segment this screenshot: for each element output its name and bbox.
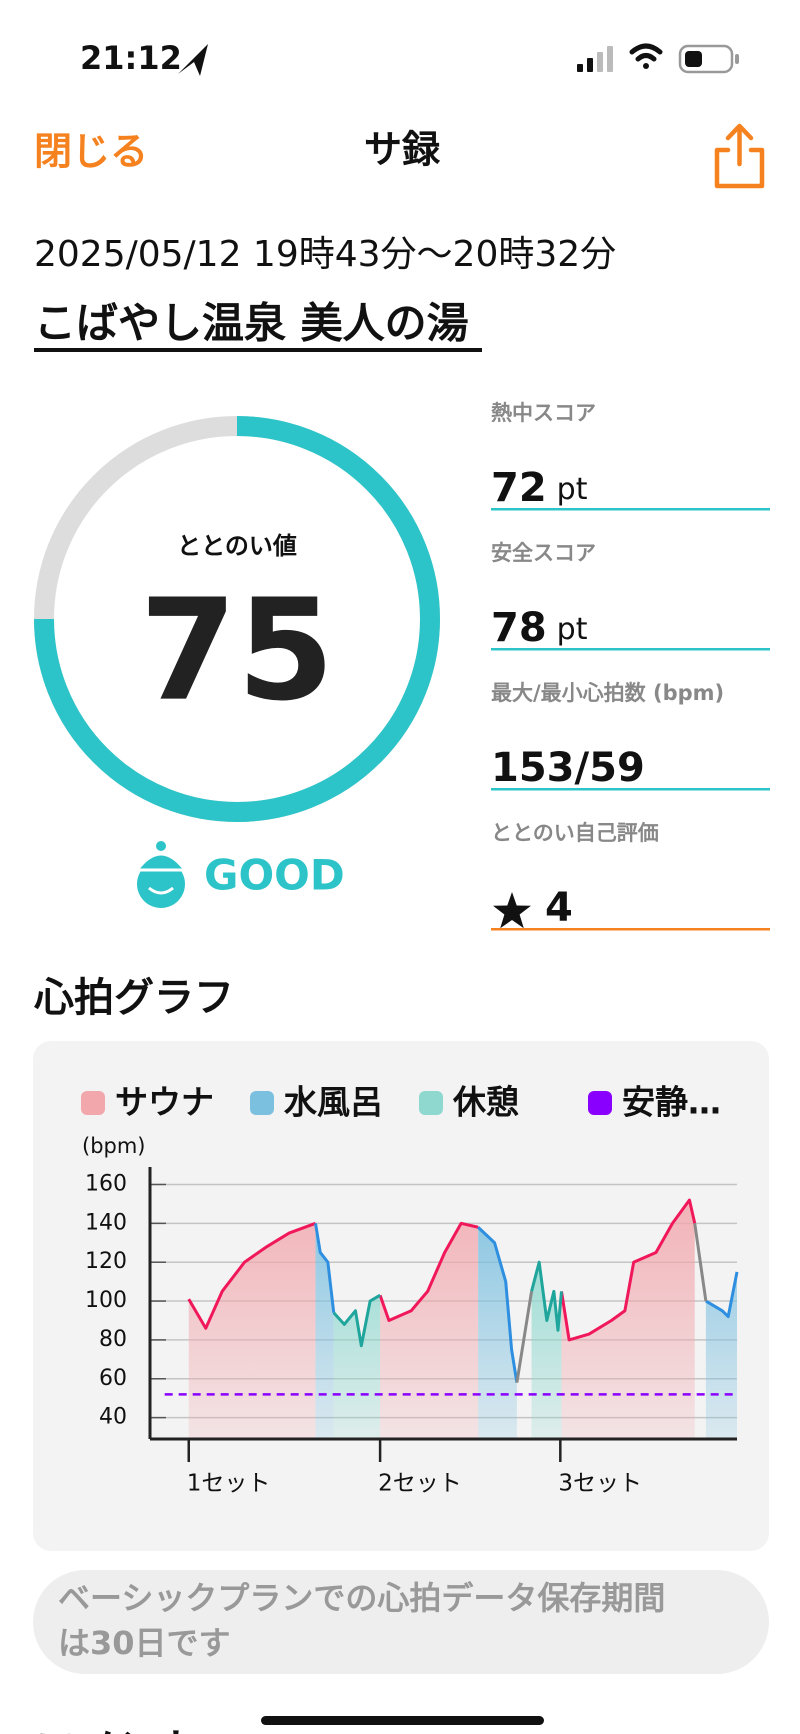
session-place: こばやし温泉 美人の湯 — [34, 299, 469, 348]
notice-box — [33, 1570, 769, 1674]
wifi-icon — [629, 43, 663, 69]
notice-line: ベーシックプランでの心拍データ保存期間 — [58, 1579, 665, 1617]
home-indicator — [261, 1716, 544, 1725]
ring-progress — [34, 416, 440, 822]
legend-label: サウナ — [115, 1083, 214, 1122]
star-icon — [493, 892, 531, 929]
score-rating: GOOD — [204, 851, 345, 900]
legend-swatch — [419, 1091, 443, 1115]
y-tick-label: 120 — [85, 1249, 127, 1274]
legend-swatch — [250, 1091, 274, 1115]
x-tick-label: 2セット — [378, 1471, 462, 1497]
y-tick-label: 160 — [85, 1171, 127, 1196]
stat-value: 78 pt — [491, 605, 588, 651]
stat-underline — [491, 788, 770, 791]
stat-underline — [491, 648, 770, 651]
x-tick-label: 3セット — [558, 1471, 642, 1497]
legend-label: 水風呂 — [283, 1083, 383, 1122]
battery-icon — [678, 44, 739, 74]
share-button[interactable] — [714, 123, 765, 189]
series-area — [333, 1262, 562, 1439]
stat-label: 安全スコア — [491, 541, 596, 565]
location-icon — [178, 44, 208, 76]
score-label: ととのい値 — [177, 532, 297, 560]
stat-underline — [491, 508, 770, 511]
series-line — [332, 1260, 563, 1348]
close-button[interactable]: 閉じる — [34, 130, 148, 174]
series-line — [515, 1223, 708, 1383]
signal-icon — [577, 46, 613, 72]
stat-label: 最大/最小心拍数 (bpm) — [491, 681, 724, 705]
y-tick-label: 100 — [85, 1288, 127, 1313]
status-time: 21:12 — [80, 39, 182, 77]
nav-title: サ録 — [364, 128, 441, 172]
x-tick-label: 1セット — [187, 1471, 271, 1497]
stat-value: 153/59 — [491, 745, 645, 791]
legend-swatch — [81, 1091, 105, 1115]
legend-swatch — [588, 1091, 612, 1115]
stat-label: 熱中スコア — [491, 401, 596, 425]
next-section-title: コメント — [34, 1725, 202, 1734]
score-value: 75 — [140, 570, 335, 733]
y-tick-label: 60 — [99, 1366, 127, 1391]
legend-label: 休憩 — [452, 1083, 519, 1122]
y-axis-label: (bpm) — [82, 1134, 146, 1158]
y-tick-label: 140 — [85, 1210, 127, 1235]
stat-underline — [491, 928, 770, 931]
y-tick-label: 40 — [99, 1405, 127, 1430]
session-datetime: 2025/05/12 19時43分〜20時32分 — [34, 234, 616, 275]
section-title: 心拍グラフ — [34, 975, 234, 1021]
stat-value: 4 — [545, 885, 573, 931]
place-underline — [34, 348, 482, 352]
stat-label: ととのい自己評価 — [491, 821, 659, 845]
series-line — [314, 1223, 739, 1383]
series-line — [187, 1198, 697, 1342]
stat-value: 72 pt — [491, 465, 588, 511]
y-tick-label: 80 — [99, 1327, 127, 1352]
notice-line: は30日です — [58, 1624, 231, 1662]
mood-icon — [133, 841, 189, 908]
series-area — [188, 1200, 695, 1439]
legend-label: 安静… — [622, 1083, 721, 1122]
